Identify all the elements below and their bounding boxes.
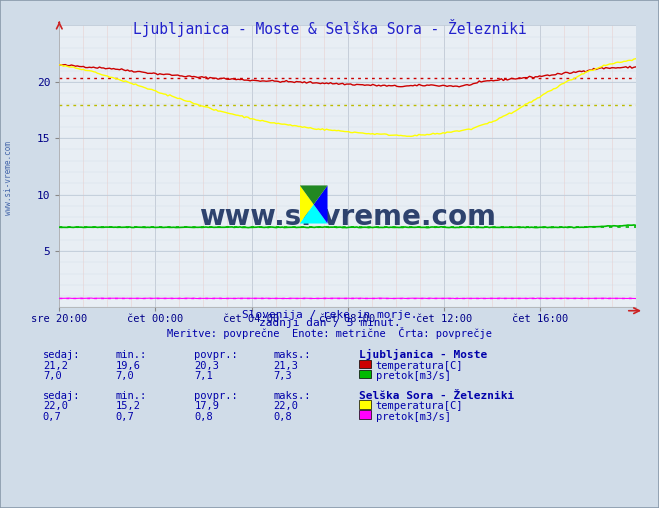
Text: 0,7: 0,7: [43, 411, 61, 422]
Text: 7,0: 7,0: [115, 371, 134, 381]
Text: Ljubljanica - Moste: Ljubljanica - Moste: [359, 349, 488, 360]
Text: povpr.:: povpr.:: [194, 391, 238, 401]
Text: zadnji dan / 5 minut.: zadnji dan / 5 minut.: [258, 318, 401, 328]
Text: Selška Sora - Železniki: Selška Sora - Železniki: [359, 391, 515, 401]
Text: 21,3: 21,3: [273, 361, 299, 371]
Text: www.si-vreme.com: www.si-vreme.com: [199, 203, 496, 231]
Text: maks.:: maks.:: [273, 391, 311, 401]
Text: 19,6: 19,6: [115, 361, 140, 371]
Text: www.si-vreme.com: www.si-vreme.com: [4, 141, 13, 215]
Text: 7,1: 7,1: [194, 371, 213, 381]
Polygon shape: [300, 185, 328, 205]
Polygon shape: [314, 185, 328, 224]
Text: sedaj:: sedaj:: [43, 350, 80, 360]
Polygon shape: [300, 185, 314, 224]
Text: 7,3: 7,3: [273, 371, 292, 381]
Text: 22,0: 22,0: [43, 401, 68, 411]
Text: 0,8: 0,8: [194, 411, 213, 422]
Text: pretok[m3/s]: pretok[m3/s]: [376, 371, 451, 381]
Text: Ljubljanica - Moste & Selška Sora - Železniki: Ljubljanica - Moste & Selška Sora - Žele…: [132, 19, 527, 37]
Text: 0,8: 0,8: [273, 411, 292, 422]
Text: min.:: min.:: [115, 350, 146, 360]
Text: temperatura[C]: temperatura[C]: [376, 361, 463, 371]
Text: 17,9: 17,9: [194, 401, 219, 411]
Text: 15,2: 15,2: [115, 401, 140, 411]
Text: 21,2: 21,2: [43, 361, 68, 371]
Polygon shape: [300, 205, 328, 224]
Text: temperatura[C]: temperatura[C]: [376, 401, 463, 411]
Text: sedaj:: sedaj:: [43, 391, 80, 401]
Text: maks.:: maks.:: [273, 350, 311, 360]
Text: 0,7: 0,7: [115, 411, 134, 422]
Text: 20,3: 20,3: [194, 361, 219, 371]
Text: Meritve: povprečne  Enote: metrične  Črta: povprečje: Meritve: povprečne Enote: metrične Črta:…: [167, 327, 492, 339]
Text: pretok[m3/s]: pretok[m3/s]: [376, 411, 451, 422]
Text: 7,0: 7,0: [43, 371, 61, 381]
Text: povpr.:: povpr.:: [194, 350, 238, 360]
Text: 22,0: 22,0: [273, 401, 299, 411]
Text: Slovenija / reke in morje.: Slovenija / reke in morje.: [242, 309, 417, 320]
Text: min.:: min.:: [115, 391, 146, 401]
